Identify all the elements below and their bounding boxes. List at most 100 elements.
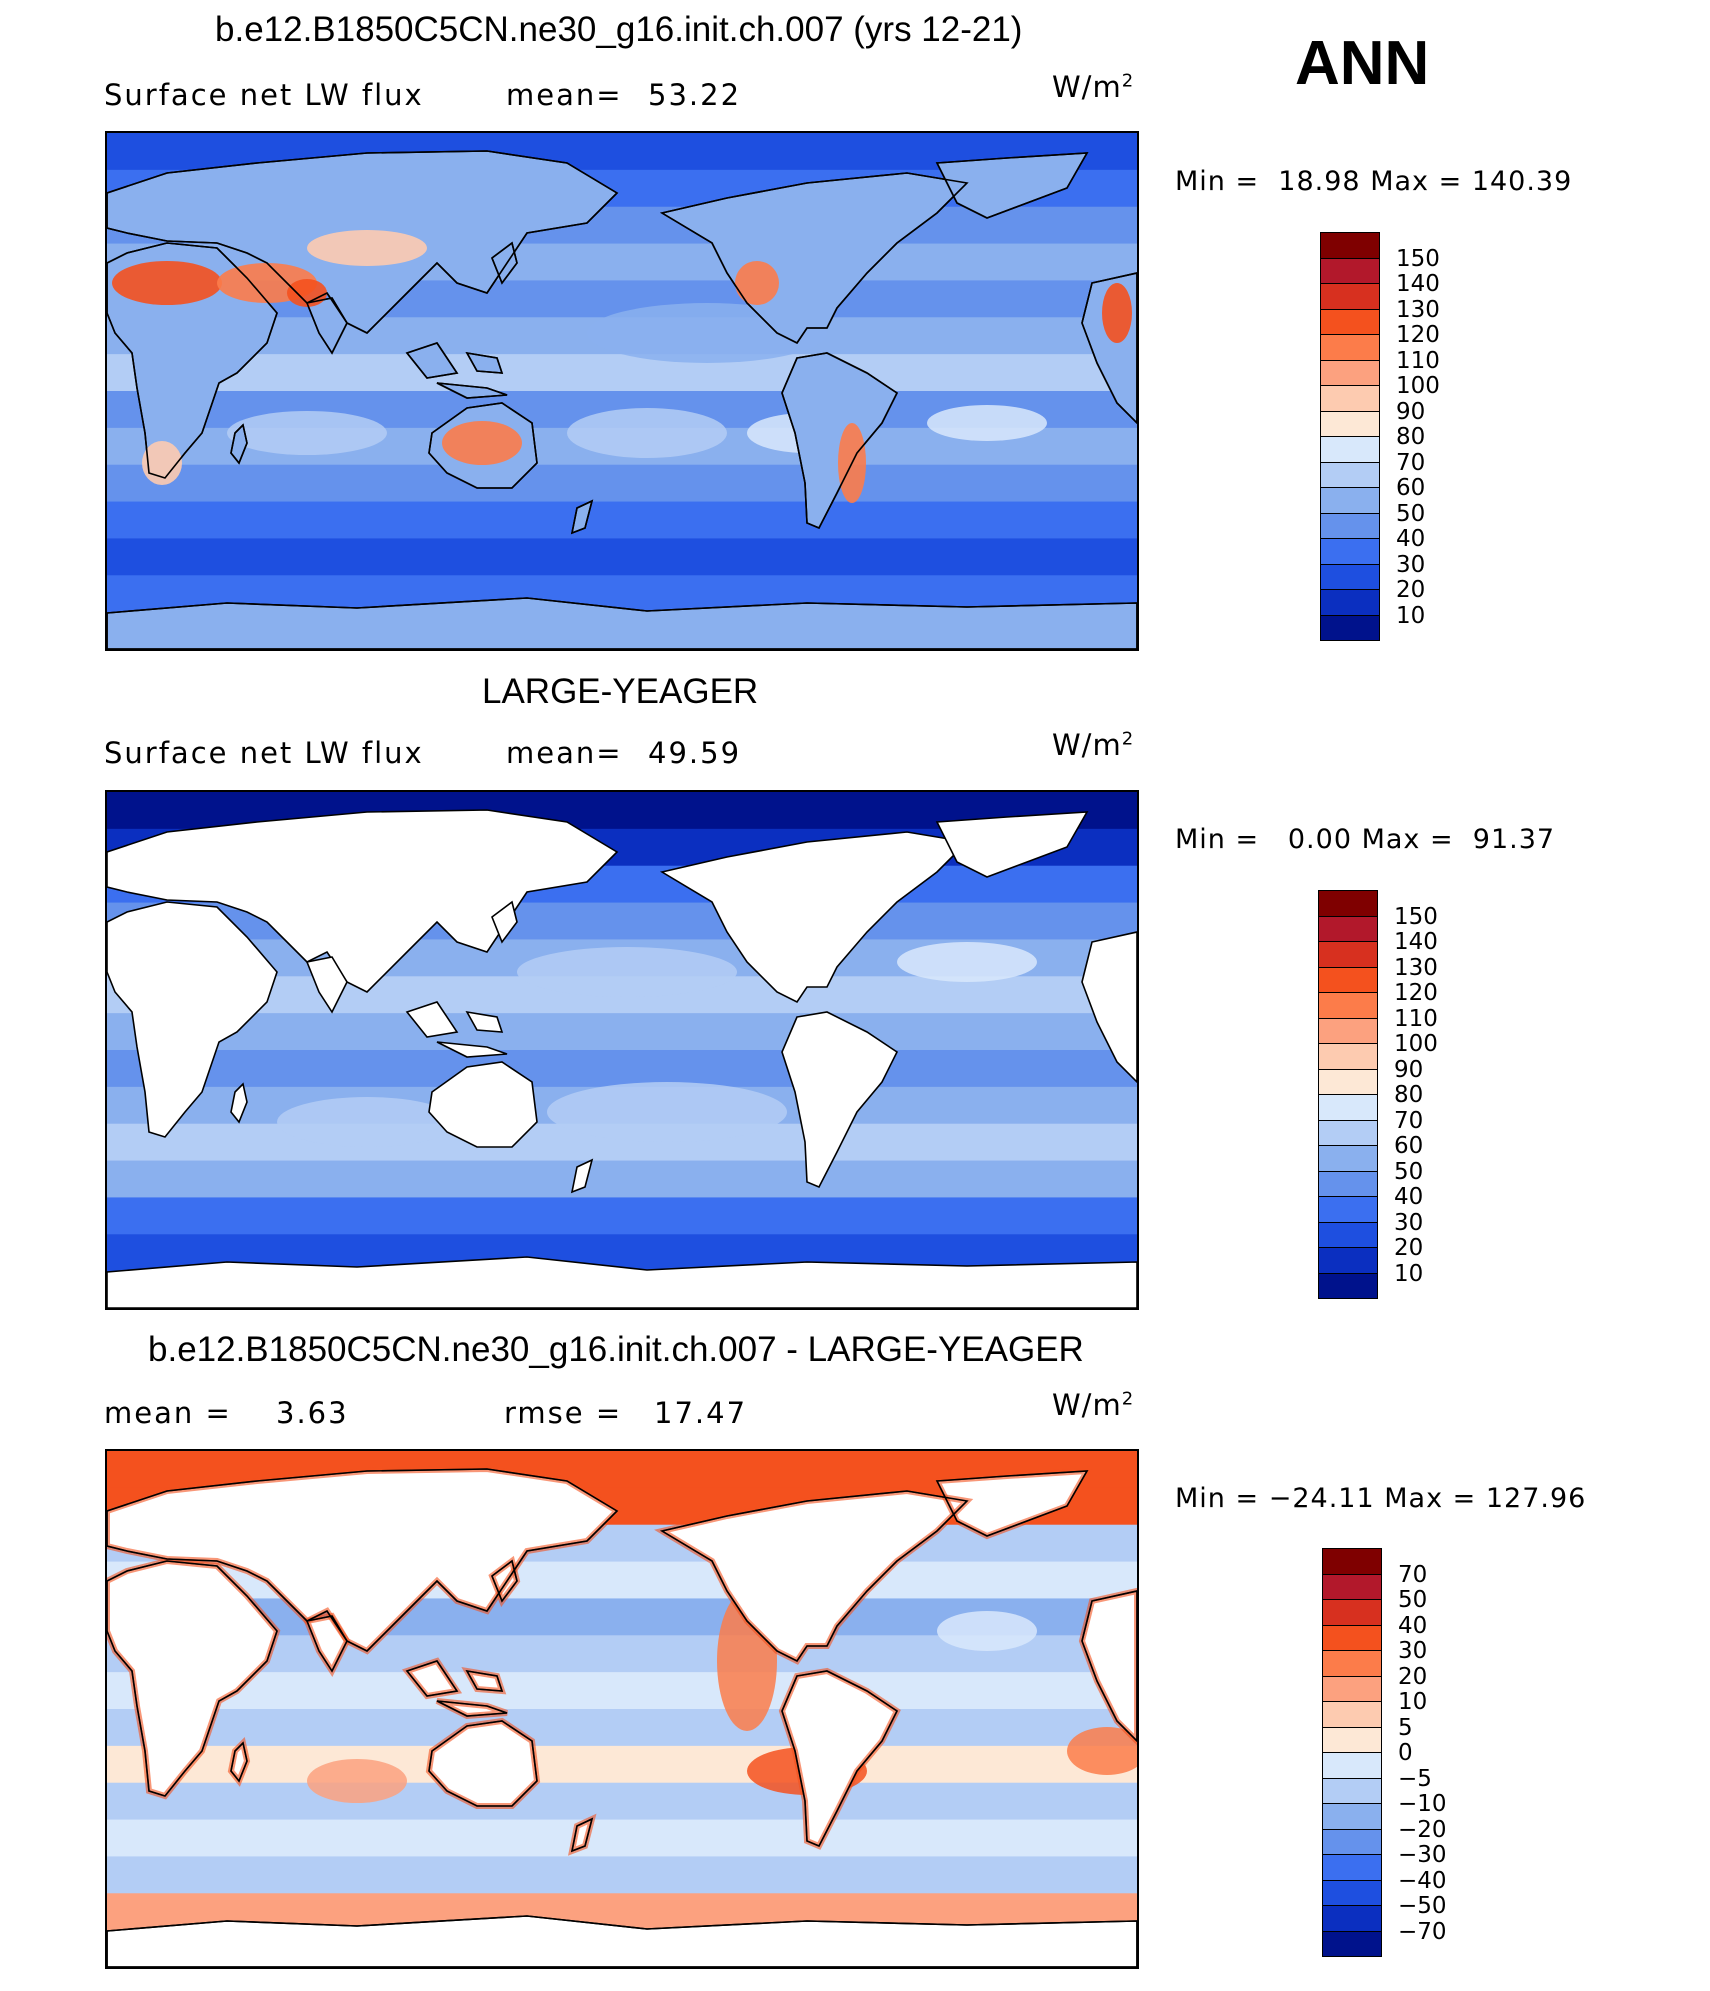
colorbar-tick-label: 110 <box>1394 1005 1438 1032</box>
colorbar-swatch <box>1320 308 1380 335</box>
colorbar-swatch <box>1318 915 1378 942</box>
panel-1-mean-value: 53.22 <box>648 78 742 112</box>
colorbar-tick-label: 10 <box>1394 1260 1424 1287</box>
colorbar-swatch <box>1322 1879 1382 1906</box>
colorbar-tick-label: −70 <box>1398 1918 1447 1945</box>
colorbar-tick-label: −20 <box>1398 1816 1447 1843</box>
colorbar-tick-label: 20 <box>1396 577 1426 603</box>
colorbar-tick-label: −5 <box>1398 1765 1432 1792</box>
colorbar-swatch <box>1322 1573 1382 1600</box>
colorbar-swatch <box>1322 1828 1382 1855</box>
colorbar-tick-label: −10 <box>1398 1791 1447 1817</box>
panel-3-minmax: Min = −24.11 Max = 127.96 <box>1175 1483 1587 1514</box>
colorbar-swatch <box>1320 410 1380 437</box>
colorbar-tick-label: 60 <box>1396 475 1426 501</box>
colorbar-swatch <box>1322 1675 1382 1702</box>
panel-1-max-value: 140.39 <box>1471 166 1573 197</box>
panel-2-map <box>105 790 1139 1310</box>
panel-3-rmse-value: 17.47 <box>654 1396 748 1430</box>
colorbar-tick-label: 90 <box>1396 398 1426 425</box>
colorbar-swatch <box>1320 385 1380 412</box>
panel-2-max-value: 91.37 <box>1472 824 1556 855</box>
colorbar-swatch <box>1322 1726 1382 1753</box>
colorbar-tick-label: 80 <box>1396 424 1426 450</box>
colorbar-tick-label: −50 <box>1398 1893 1447 1919</box>
colorbar-swatch <box>1320 589 1380 616</box>
colorbar-tick-label: 30 <box>1394 1209 1424 1236</box>
colorbar-swatch <box>1318 890 1378 917</box>
season-label: ANN <box>1295 29 1430 98</box>
colorbar-tick-label: 100 <box>1396 373 1440 399</box>
colorbar-swatch <box>1320 334 1380 361</box>
panel-1-title: b.e12.B1850C5CN.ne30_g16.init.ch.007 (yr… <box>215 10 1023 49</box>
colorbar-tick-label: 90 <box>1394 1056 1424 1083</box>
colorbar-swatch <box>1320 232 1380 259</box>
panel-2-min-value: 0.00 <box>1287 824 1352 855</box>
colorbar-tick-label: 100 <box>1394 1031 1438 1057</box>
colorbar-swatch <box>1318 941 1378 968</box>
colorbar-swatch <box>1318 1068 1378 1095</box>
colorbar-tick-label: 40 <box>1396 526 1426 552</box>
colorbar-swatch <box>1318 1196 1378 1223</box>
colorbar-swatch <box>1322 1599 1382 1626</box>
panel-2-variable-label: Surface net LW flux <box>104 736 424 770</box>
colorbar-tick-label: 130 <box>1396 296 1440 323</box>
colorbar-swatch <box>1322 1548 1382 1575</box>
panel-1-minmax: Min = 18.98 Max = 140.39 <box>1175 166 1573 197</box>
colorbar-swatch <box>1318 992 1378 1019</box>
colorbar-tick-label: 5 <box>1398 1714 1413 1741</box>
panel-2-title: LARGE-YEAGER <box>482 672 759 711</box>
panel-3-title: b.e12.B1850C5CN.ne30_g16.init.ch.007 - L… <box>148 1330 1084 1369</box>
colorbar-tick-label: 20 <box>1398 1663 1428 1690</box>
panel-2-minmax: Min = 0.00 Max = 91.37 <box>1175 824 1556 855</box>
colorbar-tick-label: 30 <box>1398 1638 1428 1664</box>
panel-3-mean-label: mean = <box>104 1396 232 1430</box>
panel-1-map <box>105 131 1139 651</box>
colorbar-swatch <box>1322 1624 1382 1651</box>
colorbar-tick-label: 150 <box>1394 903 1438 930</box>
colorbar-tick-label: 140 <box>1394 929 1438 955</box>
colorbar-tick-label: 0 <box>1398 1740 1413 1766</box>
colorbar-tick-label: 130 <box>1394 954 1438 981</box>
colorbar-tick-label: 110 <box>1396 347 1440 374</box>
colorbar-swatch <box>1318 966 1378 993</box>
colorbar-swatch <box>1318 1145 1378 1172</box>
colorbar-swatch <box>1322 1701 1382 1728</box>
colorbar-tick-label: 70 <box>1394 1107 1424 1134</box>
colorbar-tick-label: 40 <box>1394 1184 1424 1210</box>
panel-3-map <box>105 1449 1139 1969</box>
colorbar-swatch <box>1320 359 1380 386</box>
panel-3-max-value: 127.96 <box>1485 1483 1587 1514</box>
colorbar-tick-label: 30 <box>1396 551 1426 578</box>
colorbar-tick-label: 70 <box>1396 449 1426 476</box>
colorbar-swatch <box>1318 1247 1378 1274</box>
panel-1-variable-label: Surface net LW flux <box>104 78 424 112</box>
colorbar-tick-label: 70 <box>1398 1561 1428 1588</box>
colorbar-tick-label: 50 <box>1396 500 1426 527</box>
panel-2-mean-label: mean= <box>506 736 623 770</box>
colorbar-swatch <box>1322 1752 1382 1779</box>
colorbar-tick-label: 120 <box>1394 980 1438 1006</box>
colorbar-swatch <box>1320 257 1380 284</box>
colorbar-swatch <box>1320 538 1380 565</box>
colorbar-tick-label: 10 <box>1398 1689 1428 1715</box>
colorbar-swatch <box>1320 461 1380 488</box>
colorbar-swatch <box>1322 1905 1382 1932</box>
colorbar-swatch <box>1322 1650 1382 1677</box>
panel-3-rmse-label: rmse = <box>504 1396 623 1430</box>
colorbar-swatch <box>1318 1221 1378 1248</box>
colorbar-swatch <box>1320 512 1380 539</box>
colorbar-tick-label: 60 <box>1394 1133 1424 1159</box>
colorbar-tick-label: −40 <box>1398 1867 1447 1894</box>
colorbar-swatch <box>1320 283 1380 310</box>
colorbar-swatch <box>1318 1170 1378 1197</box>
colorbar-tick-label: 120 <box>1396 322 1440 348</box>
colorbar-swatch <box>1318 1272 1378 1299</box>
colorbar-swatch <box>1322 1777 1382 1804</box>
colorbar-swatch <box>1318 1017 1378 1044</box>
panel-1-min-value: 18.98 <box>1278 166 1361 197</box>
colorbar-tick-label: 50 <box>1394 1158 1424 1185</box>
colorbar-tick-label: 40 <box>1398 1612 1428 1639</box>
colorbar-tick-label: 10 <box>1396 602 1426 629</box>
colorbar-swatch <box>1320 563 1380 590</box>
